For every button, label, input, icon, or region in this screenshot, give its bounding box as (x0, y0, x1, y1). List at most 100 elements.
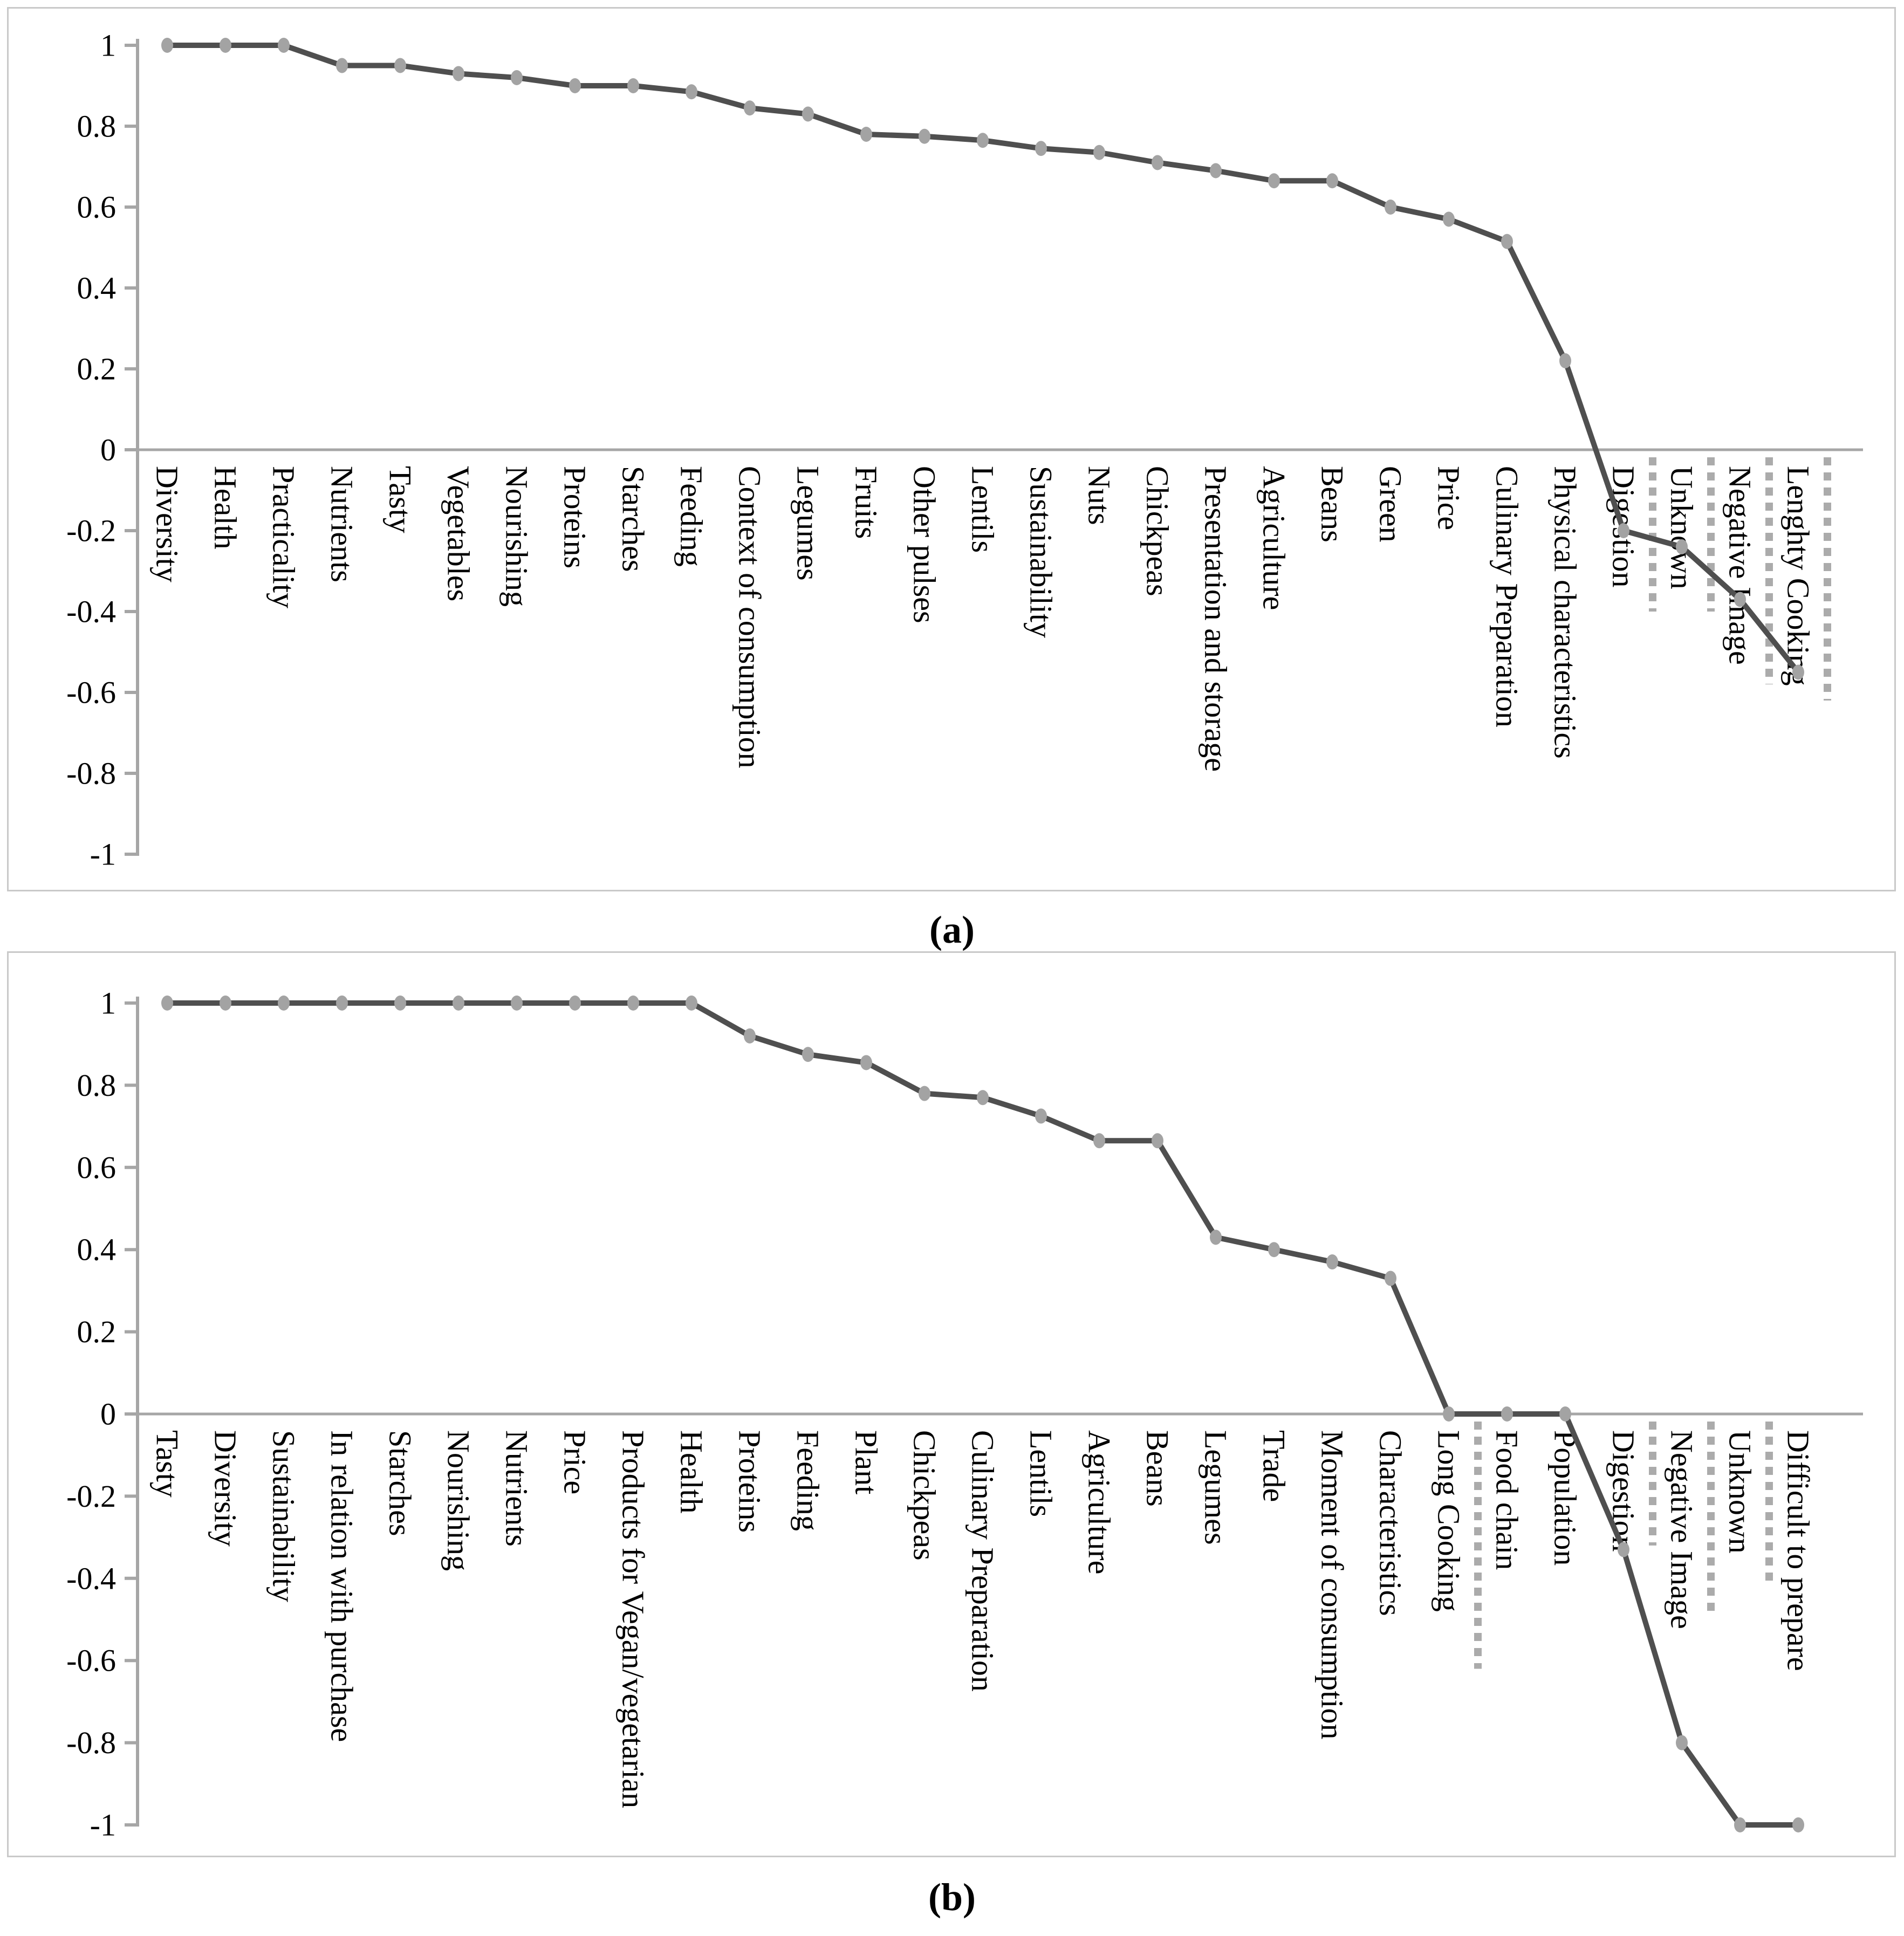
data-point (1385, 200, 1396, 215)
category-label: Food chain (1490, 1430, 1525, 1570)
y-tick-label: -1 (90, 1808, 116, 1843)
y-tick-label: -0.8 (66, 756, 116, 791)
data-point (1618, 523, 1629, 538)
y-tick-label: -0.8 (66, 1725, 116, 1760)
category-label: Nutrients (499, 1430, 535, 1547)
data-point (1792, 664, 1804, 680)
category-label: Culinary Preparation (965, 1430, 1001, 1692)
data-point (336, 58, 348, 73)
data-point (744, 100, 756, 116)
data-point (336, 996, 348, 1011)
category-label: Moment of consumption (1315, 1430, 1350, 1740)
category-label: Unknown (1723, 1430, 1758, 1554)
data-point (1268, 173, 1280, 189)
data-point (1618, 1542, 1629, 1557)
y-tick-label: -0.6 (66, 1643, 116, 1678)
category-label: Tasty (150, 1430, 185, 1498)
separator-group (1649, 457, 1831, 701)
category-label: Green (1373, 466, 1408, 543)
data-point (1210, 1230, 1222, 1245)
category-label: Diversity (150, 466, 185, 582)
category-label: Fruits (849, 466, 884, 539)
data-point (1734, 1817, 1746, 1832)
category-label: Nutrients (325, 466, 360, 582)
data-point (1792, 1817, 1804, 1832)
data-point (1559, 353, 1571, 368)
y-tick-label: 0 (100, 432, 116, 468)
category-label: Chickpeas (1140, 466, 1175, 596)
category-label: Population (1548, 1430, 1583, 1566)
data-point (1501, 234, 1513, 249)
data-point (977, 133, 989, 148)
data-point (569, 996, 581, 1011)
category-label: Presentation and storage (1198, 466, 1234, 772)
data-point (1035, 1108, 1047, 1124)
category-label: Beans (1315, 466, 1350, 543)
data-point (1268, 1242, 1280, 1258)
category-label: Context of consumption (732, 466, 768, 768)
category-label: Agriculture (1257, 466, 1292, 610)
category-label: Health (674, 1430, 709, 1514)
data-point (802, 106, 814, 122)
y-tick-label: -0.2 (66, 1479, 116, 1514)
data-point (919, 1086, 930, 1101)
y-tick-label: 0.4 (77, 271, 117, 306)
data-point (453, 66, 464, 81)
data-point (686, 84, 697, 100)
category-label: Physical characteristics (1548, 466, 1583, 759)
data-point (1501, 1406, 1513, 1422)
y-tick-label: -0.4 (66, 1561, 116, 1596)
y-tick-label: 0.6 (77, 1150, 117, 1185)
data-point (1559, 1406, 1571, 1422)
y-tick-label: 0.8 (77, 1068, 117, 1103)
category-label: Starches (383, 1430, 418, 1536)
category-label: Characteristics (1373, 1430, 1408, 1616)
category-label: Sustainability (266, 1430, 302, 1602)
data-point (1676, 1735, 1688, 1750)
data-point (1093, 145, 1105, 160)
data-point (1443, 1406, 1455, 1422)
data-point (1093, 1133, 1105, 1149)
category-label: Lentils (965, 466, 1001, 553)
caption-a: (a) (929, 908, 975, 951)
data-point (686, 996, 697, 1011)
data-point (278, 996, 290, 1011)
data-point (1152, 1133, 1163, 1149)
category-label: Negative Image (1723, 466, 1758, 665)
line-chart-b: 1 0.8 0.6 0.4 0.2 0 -0.2 -0.4 -0.6 -0.8 -1 Tasty Div… (66, 986, 1863, 1843)
category-label: Feeding (674, 466, 709, 567)
data-point (511, 996, 523, 1011)
data-point (802, 1047, 814, 1062)
data-point (860, 1055, 872, 1070)
category-label: Starches (616, 466, 651, 572)
separator-group (1474, 1422, 1773, 1669)
data-point (453, 996, 464, 1011)
category-label: Proteins (558, 466, 593, 568)
y-tick-label: 0.8 (77, 109, 117, 144)
category-label: Price (558, 1430, 593, 1494)
data-point (1152, 155, 1163, 170)
category-label: Trade (1257, 1430, 1292, 1502)
category-label: Unknown (1665, 466, 1700, 589)
category-label: Negative Image (1665, 1430, 1700, 1629)
data-point (394, 996, 406, 1011)
chart-panel-b: 1 0.8 0.6 0.4 0.2 0 -0.2 -0.4 -0.6 -0.8 -1 Tasty Div… (7, 951, 1896, 1857)
y-tick-label: -0.2 (66, 513, 116, 548)
category-label: Lentils (1024, 1430, 1059, 1517)
category-label: Difficult to prepare (1781, 1430, 1816, 1671)
data-point (220, 996, 231, 1011)
y-tick-label: -0.6 (66, 675, 116, 710)
category-label: Products for Vegan/vegetarian (616, 1430, 651, 1808)
category-label: Chickpeas (907, 1430, 942, 1561)
category-label: Nuts (1082, 466, 1117, 525)
data-point (1326, 1254, 1338, 1270)
data-point (627, 78, 639, 93)
category-label: Agriculture (1082, 1430, 1117, 1574)
y-tick-label: 0.6 (77, 190, 117, 225)
data-point (1035, 141, 1047, 156)
y-tick-label: 1 (100, 28, 116, 63)
data-point (161, 996, 173, 1011)
y-tick-label: 0.2 (77, 1314, 117, 1349)
y-tick-label: 0 (100, 1397, 116, 1432)
category-label: Nourishing (499, 466, 535, 607)
